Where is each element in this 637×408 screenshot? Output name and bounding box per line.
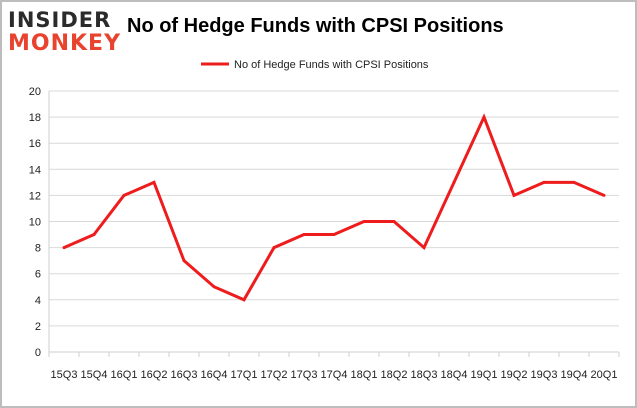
gridlines xyxy=(49,90,619,353)
x-tick-label: 18Q1 xyxy=(351,369,378,381)
data-point xyxy=(182,259,186,263)
y-tick-label: 16 xyxy=(29,138,41,150)
legend-label: No of Hedge Funds with CPSI Positions xyxy=(234,59,429,71)
data-point xyxy=(362,220,366,223)
series-layer xyxy=(62,113,606,302)
y-tick-label: 6 xyxy=(35,269,41,281)
y-tick-label: 10 xyxy=(29,217,41,229)
x-tick-label: 19Q1 xyxy=(471,369,498,381)
x-tick-label: 17Q4 xyxy=(321,369,348,381)
x-tick-label: 19Q3 xyxy=(531,369,558,381)
x-tick-label: 17Q2 xyxy=(261,369,288,381)
axes xyxy=(48,91,620,357)
data-point xyxy=(62,246,66,250)
series-line xyxy=(63,113,605,302)
x-tick-label: 18Q4 xyxy=(441,369,468,381)
y-tick-label: 12 xyxy=(29,190,41,202)
data-point xyxy=(452,180,456,184)
data-point xyxy=(512,193,516,197)
x-tick-label: 20Q1 xyxy=(591,369,618,381)
x-tick-labels: 15Q3 15Q4 16Q1 16Q2 16Q3 16Q4 17Q1 17Q2 17Q3 17Q4… xyxy=(51,369,618,381)
data-point xyxy=(92,233,96,237)
x-tick-label: 18Q2 xyxy=(381,369,408,381)
x-tick-label: 19Q4 xyxy=(561,369,588,381)
x-tick-label: 19Q2 xyxy=(501,369,528,381)
legend: No of Hedge Funds with CPSI Positions xyxy=(201,59,429,71)
x-tick-label: 18Q3 xyxy=(411,369,438,381)
x-tick-label: 16Q1 xyxy=(111,369,138,381)
data-point xyxy=(392,220,396,223)
data-point xyxy=(542,180,546,184)
x-tick-label: 16Q2 xyxy=(141,369,168,381)
chart-title: No of Hedge Funds with CPSI Positions xyxy=(127,15,504,37)
data-point xyxy=(152,180,156,184)
x-tick-label: 15Q4 xyxy=(81,369,108,381)
y-tick-label: 2 xyxy=(35,321,41,333)
y-tick-label: 4 xyxy=(35,295,41,307)
x-tick-label: 15Q3 xyxy=(51,369,78,381)
data-point xyxy=(242,298,246,302)
data-point xyxy=(122,193,126,197)
y-tick-label: 18 xyxy=(29,112,41,124)
insider-monkey-logo: INSIDER MONKEY xyxy=(8,8,120,58)
logo-line-1: INSIDER xyxy=(8,8,112,32)
x-tick-label: 17Q3 xyxy=(291,369,318,381)
x-tick-label: 16Q3 xyxy=(171,369,198,381)
data-point xyxy=(212,285,216,289)
data-point xyxy=(272,246,276,250)
data-point xyxy=(422,246,426,250)
logo-line-2: MONKEY xyxy=(8,31,122,56)
data-point xyxy=(482,115,486,119)
y-tick-label: 0 xyxy=(35,347,41,359)
y-tick-label: 8 xyxy=(35,243,41,255)
y-tick-label: 20 xyxy=(29,86,41,98)
data-point xyxy=(572,180,576,184)
data-point xyxy=(302,233,306,237)
y-tick-labels: 0 2 4 6 8 10 12 14 16 18 20 xyxy=(29,86,41,359)
data-point xyxy=(332,233,336,237)
x-tick-label: 17Q1 xyxy=(231,369,258,381)
x-tick-label: 16Q4 xyxy=(201,369,228,381)
data-point xyxy=(602,193,606,197)
y-tick-label: 14 xyxy=(29,164,41,176)
